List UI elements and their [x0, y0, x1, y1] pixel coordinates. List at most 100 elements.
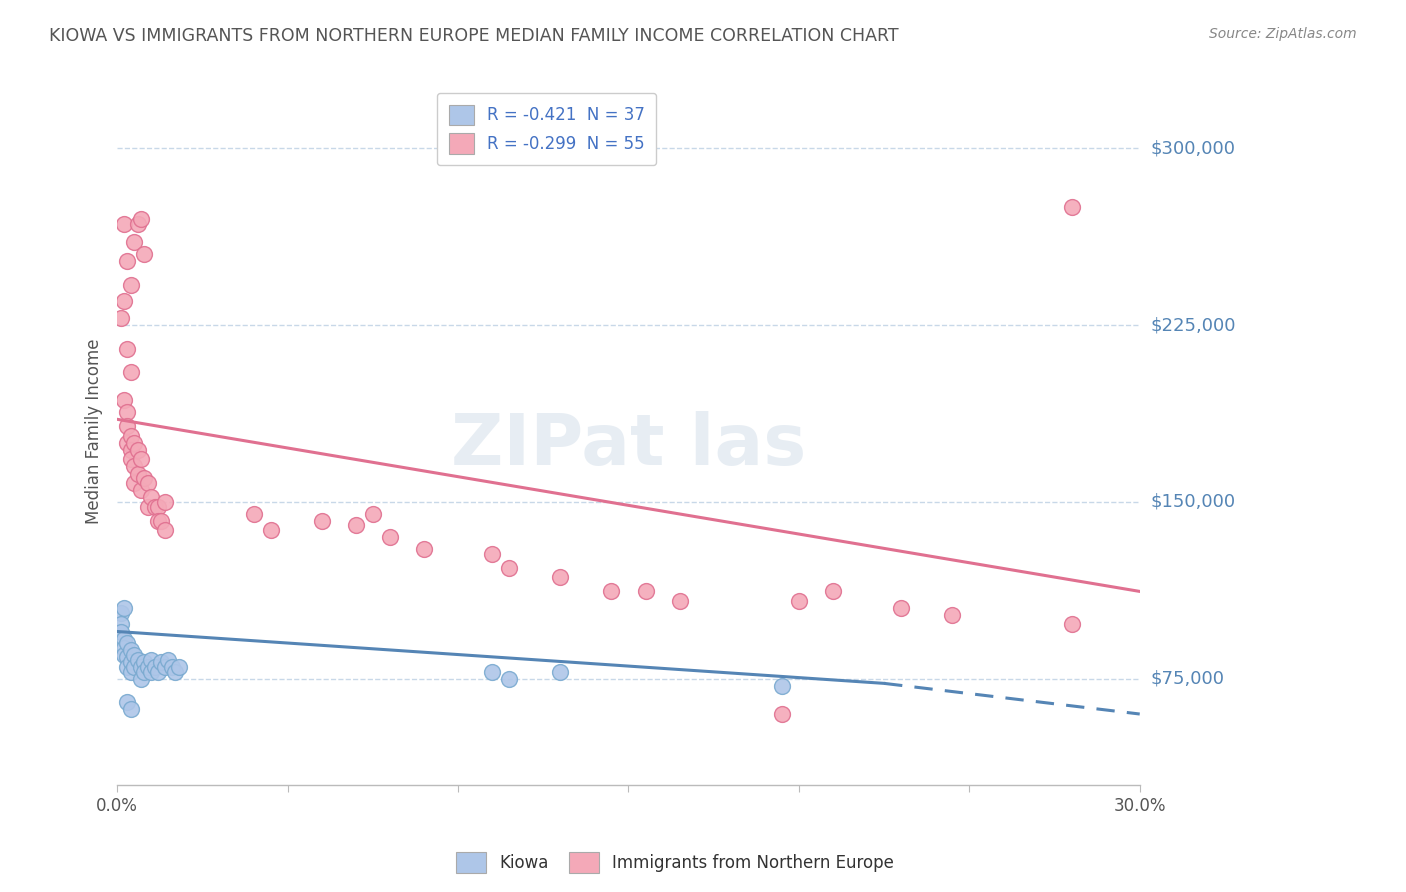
Text: $225,000: $225,000	[1152, 316, 1236, 334]
Point	[136, 500, 159, 514]
Point	[112, 632, 135, 646]
Point	[117, 436, 139, 450]
Text: $150,000: $150,000	[1152, 492, 1236, 511]
Point	[141, 665, 163, 679]
Point	[143, 500, 166, 514]
Point	[146, 665, 169, 679]
Point	[134, 665, 156, 679]
Point	[153, 495, 176, 509]
Point	[112, 294, 135, 309]
Point	[787, 594, 810, 608]
Point	[127, 442, 149, 457]
Point	[117, 405, 139, 419]
Point	[120, 429, 142, 443]
Point	[127, 653, 149, 667]
Text: Source: ZipAtlas.com: Source: ZipAtlas.com	[1209, 27, 1357, 41]
Point	[668, 594, 690, 608]
Point	[1060, 617, 1083, 632]
Point	[120, 442, 142, 457]
Point	[122, 436, 145, 450]
Point	[127, 467, 149, 481]
Point	[122, 459, 145, 474]
Point	[167, 660, 190, 674]
Point	[770, 679, 793, 693]
Point	[146, 500, 169, 514]
Point	[146, 514, 169, 528]
Point	[481, 547, 503, 561]
Point	[129, 211, 152, 226]
Point	[117, 419, 139, 434]
Point	[134, 247, 156, 261]
Point	[122, 475, 145, 490]
Point	[120, 643, 142, 657]
Point	[160, 660, 183, 674]
Point	[941, 607, 963, 622]
Point	[821, 584, 844, 599]
Point	[129, 483, 152, 497]
Point	[890, 601, 912, 615]
Point	[548, 570, 571, 584]
Point	[143, 660, 166, 674]
Point	[112, 601, 135, 615]
Text: $300,000: $300,000	[1152, 139, 1236, 157]
Y-axis label: Median Family Income: Median Family Income	[86, 338, 103, 524]
Point	[141, 490, 163, 504]
Point	[150, 514, 173, 528]
Point	[548, 665, 571, 679]
Point	[120, 702, 142, 716]
Point	[481, 665, 503, 679]
Point	[122, 235, 145, 250]
Point	[120, 655, 142, 669]
Point	[311, 514, 333, 528]
Point	[344, 518, 367, 533]
Point	[127, 217, 149, 231]
Point	[110, 606, 132, 620]
Point	[110, 624, 132, 639]
Point	[112, 648, 135, 662]
Point	[117, 660, 139, 674]
Point	[157, 653, 180, 667]
Point	[129, 660, 152, 674]
Point	[117, 650, 139, 665]
Point	[112, 393, 135, 408]
Point	[112, 640, 135, 655]
Point	[259, 523, 281, 537]
Point	[117, 342, 139, 356]
Point	[413, 541, 436, 556]
Legend: Kiowa, Immigrants from Northern Europe: Kiowa, Immigrants from Northern Europe	[450, 846, 900, 880]
Point	[120, 452, 142, 467]
Point	[498, 672, 520, 686]
Point	[129, 672, 152, 686]
Point	[120, 277, 142, 292]
Point	[117, 636, 139, 650]
Legend: R = -0.421  N = 37, R = -0.299  N = 55: R = -0.421 N = 37, R = -0.299 N = 55	[437, 93, 657, 165]
Point	[136, 475, 159, 490]
Point	[110, 617, 132, 632]
Point	[498, 561, 520, 575]
Point	[378, 530, 401, 544]
Point	[120, 665, 142, 679]
Text: KIOWA VS IMMIGRANTS FROM NORTHERN EUROPE MEDIAN FAMILY INCOME CORRELATION CHART: KIOWA VS IMMIGRANTS FROM NORTHERN EUROPE…	[49, 27, 898, 45]
Point	[141, 653, 163, 667]
Point	[634, 584, 657, 599]
Point	[129, 452, 152, 467]
Point	[122, 648, 145, 662]
Text: ZIPat las: ZIPat las	[451, 410, 806, 480]
Point	[136, 660, 159, 674]
Point	[165, 665, 187, 679]
Point	[110, 310, 132, 325]
Point	[112, 217, 135, 231]
Text: $75,000: $75,000	[1152, 670, 1225, 688]
Point	[153, 523, 176, 537]
Point	[242, 507, 264, 521]
Point	[770, 706, 793, 721]
Point	[117, 254, 139, 268]
Point	[134, 471, 156, 485]
Point	[134, 655, 156, 669]
Point	[150, 655, 173, 669]
Point	[1060, 200, 1083, 214]
Point	[120, 365, 142, 379]
Point	[117, 695, 139, 709]
Point	[361, 507, 384, 521]
Point	[153, 660, 176, 674]
